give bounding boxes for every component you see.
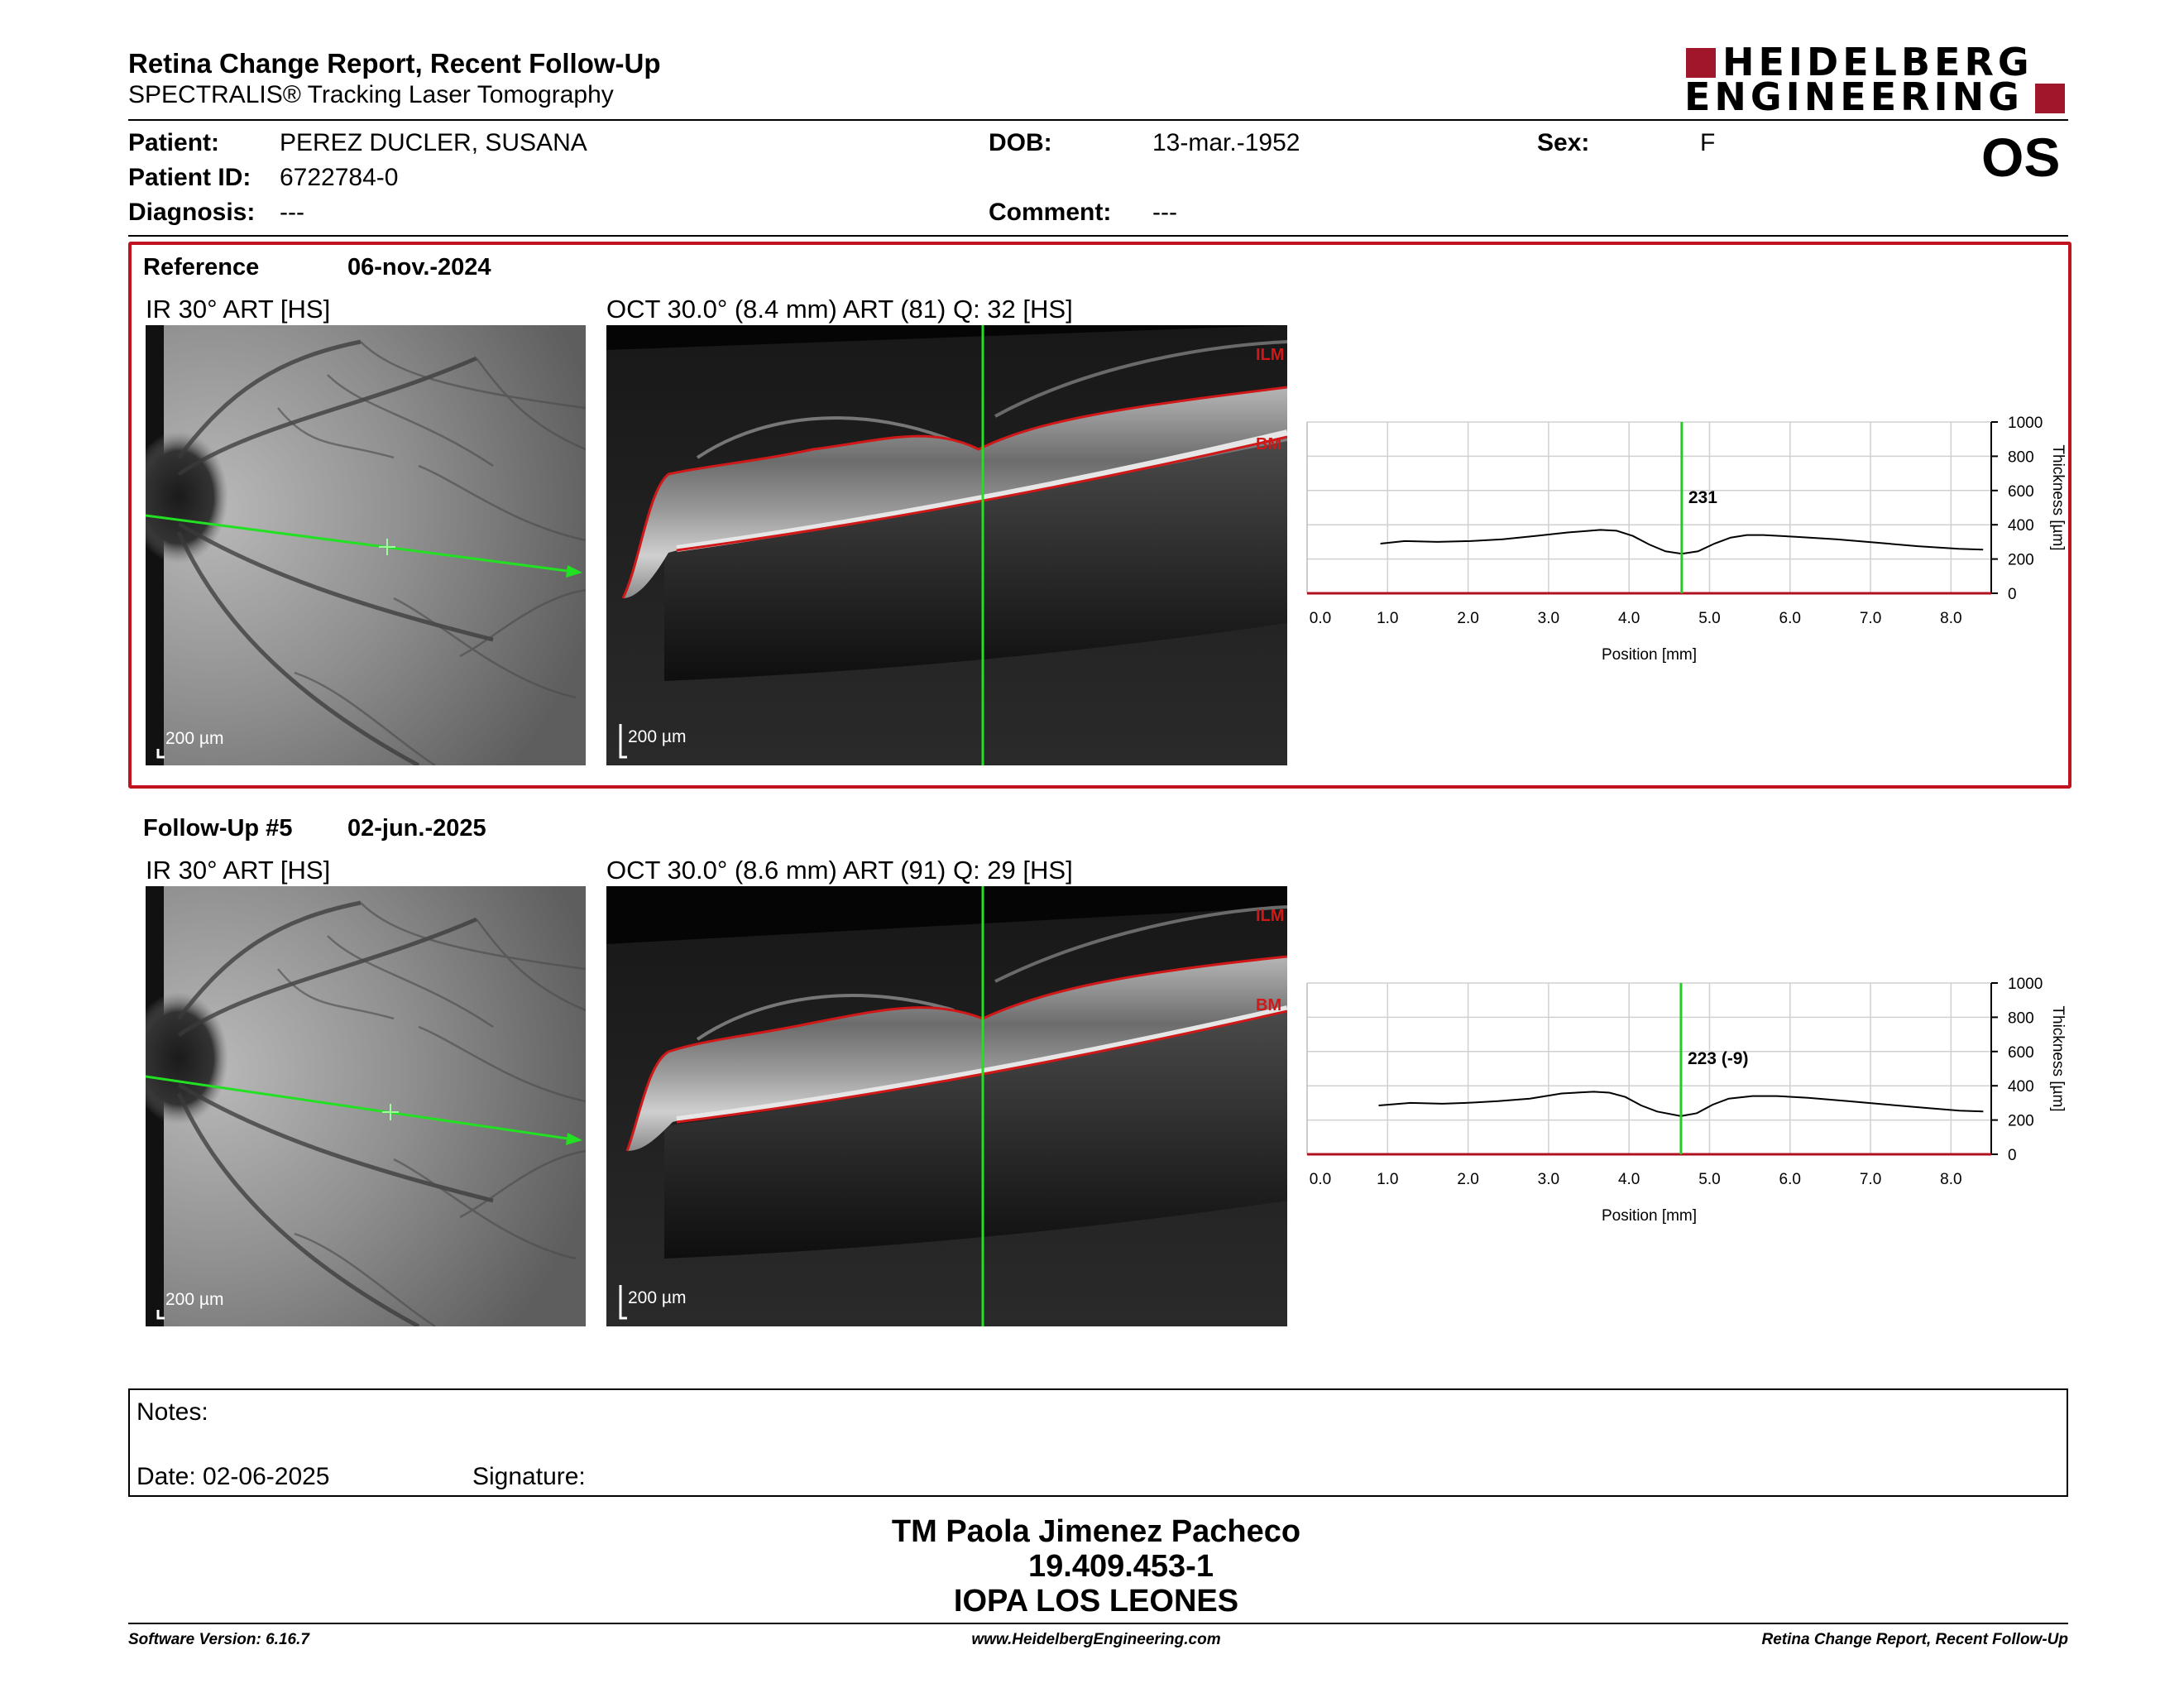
signature-label: Signature:: [472, 1463, 586, 1490]
reference-date: 06-nov.-2024: [347, 254, 491, 281]
patient-id-value: 6722784-0: [280, 164, 399, 191]
followup-date: 02-jun.-2025: [347, 815, 486, 842]
x-tick-label: 6.0: [1779, 610, 1801, 627]
reference-oct-graphic: ILM BM: [606, 325, 1287, 765]
y-tick-label: 400: [2008, 517, 2034, 535]
notes-box: Notes: Date: 02-06-2025 Signature:: [128, 1388, 2068, 1497]
x-tick-label: 1.0: [1377, 610, 1398, 627]
followup-label: Follow-Up #5: [143, 815, 293, 842]
followup-oct-caption: OCT 30.0° (8.6 mm) ART (91) Q: 29 [HS]: [606, 856, 1073, 885]
patient-name: PEREZ DUCLER, SUSANA: [280, 129, 587, 156]
reference-ir-graphic: [146, 325, 586, 765]
x-tick-label: 3.0: [1538, 1171, 1559, 1188]
footer-name: TM Paola Jimenez Pacheco: [891, 1514, 1301, 1549]
thickness-series-line: [1378, 1091, 1984, 1117]
reference-oct-caption: OCT 30.0° (8.4 mm) ART (81) Q: 32 [HS]: [606, 295, 1073, 324]
y-axis-label: Thickness [µm]: [2049, 444, 2067, 550]
reference-ir-scale: 200 µm: [165, 729, 224, 748]
x-tick-label: 5.0: [1698, 1171, 1720, 1188]
website: www.HeidelbergEngineering.com: [971, 1631, 1221, 1648]
y-tick-label: 400: [2008, 1078, 2034, 1096]
x-tick-label: 7.0: [1860, 610, 1881, 627]
y-tick-label: 200: [2008, 552, 2034, 569]
notes-label: Notes:: [136, 1398, 208, 1426]
x-tick-label: 6.0: [1779, 1171, 1801, 1188]
y-tick-label: 1000: [2008, 976, 2043, 993]
x-tick-label: 7.0: [1860, 1171, 1881, 1188]
sex-label: Sex:: [1537, 129, 1590, 156]
followup-ir-graphic: [146, 886, 586, 1326]
reference-ilm-label: ILM: [1256, 346, 1284, 364]
marker-value-label: 223 (-9): [1688, 1049, 1749, 1068]
y-tick-label: 1000: [2008, 415, 2043, 432]
diagnosis-value: ---: [280, 199, 304, 226]
followup-ir-scale: 200 µm: [165, 1290, 224, 1309]
notes-date: Date: 02-06-2025: [136, 1463, 330, 1490]
y-tick-label: 200: [2008, 1113, 2034, 1130]
reference-label: Reference: [143, 254, 260, 281]
x-tick-label: 0.0: [1310, 610, 1331, 627]
comment-value: ---: [1152, 199, 1177, 226]
reference-frame: [128, 242, 2071, 789]
followup-oct-scale: 200 µm: [628, 1288, 687, 1307]
header-rule-bottom: [128, 235, 2068, 237]
reference-oct-scale: 200 µm: [628, 727, 687, 746]
x-tick-label: 8.0: [1940, 610, 1961, 627]
logo-square-top: [1686, 48, 1716, 78]
logo-line2: ENGINEERING: [1684, 74, 2024, 119]
x-tick-label: 8.0: [1940, 1171, 1961, 1188]
x-tick-label: 3.0: [1538, 610, 1559, 627]
reference-ir-image: 200 µm: [146, 325, 586, 765]
sex-value: F: [1700, 129, 1716, 156]
footer-clinic: IOPA LOS LEONES: [953, 1584, 1239, 1618]
x-axis-label: Position [mm]: [1602, 646, 1697, 664]
y-tick-label: 0: [2008, 586, 2017, 603]
y-tick-label: 800: [2008, 1009, 2034, 1027]
comment-label: Comment:: [989, 199, 1112, 226]
followup-thickness-chart: 0 200 400 600 800 1000 0.0 1.0 2.0 3.0 4.0 5.0 6.0 7.…: [1306, 976, 2067, 1225]
x-tick-label: 4.0: [1618, 1171, 1640, 1188]
x-tick-label: 5.0: [1698, 610, 1720, 627]
x-tick-label: 2.0: [1457, 1171, 1478, 1188]
followup-ir-image: 200 µm: [146, 886, 586, 1326]
followup-oct-image: ILM BM 200 µm: [606, 886, 1287, 1326]
reference-oct-image: ILM BM 200 µm: [606, 325, 1287, 765]
software-version: Software Version: 6.16.7: [128, 1631, 309, 1648]
y-tick-label: 800: [2008, 448, 2034, 466]
thickness-series-line: [1380, 529, 1984, 555]
patient-label: Patient:: [128, 129, 220, 156]
x-tick-label: 0.0: [1310, 1171, 1331, 1188]
footer-rule: [128, 1623, 2068, 1624]
dob-label: DOB:: [989, 129, 1052, 156]
heidelberg-logo: HEIDELBERG ENGINEERING: [1684, 40, 2067, 119]
logo-line1: HEIDELBERG: [1722, 40, 2033, 84]
y-tick-label: 0: [2008, 1147, 2017, 1164]
report-subtitle: SPECTRALIS® Tracking Laser Tomography: [128, 81, 614, 108]
footer-report-name: Retina Change Report, Recent Follow-Up: [1761, 1631, 2068, 1648]
followup-bm-label: BM: [1256, 996, 1281, 1014]
y-tick-label: 600: [2008, 483, 2034, 501]
followup-ilm-label: ILM: [1256, 907, 1284, 925]
marker-value-label: 231: [1688, 488, 1717, 507]
dob-value: 13-mar.-1952: [1152, 129, 1300, 156]
reference-ir-caption: IR 30° ART [HS]: [146, 295, 331, 324]
followup-oct-graphic: ILM BM: [606, 886, 1287, 1326]
x-tick-label: 1.0: [1377, 1171, 1398, 1188]
reference-bm-label: BM: [1256, 435, 1281, 453]
followup-ir-caption: IR 30° ART [HS]: [146, 856, 331, 885]
x-tick-label: 2.0: [1457, 610, 1478, 627]
header-rule-top: [128, 119, 2068, 121]
eye-label: OS: [1981, 127, 2061, 188]
x-axis-label: Position [mm]: [1602, 1207, 1697, 1225]
x-tick-label: 4.0: [1618, 610, 1640, 627]
y-tick-label: 600: [2008, 1044, 2034, 1062]
footer-rut: 19.409.453-1: [1028, 1549, 1214, 1584]
diagnosis-label: Diagnosis:: [128, 199, 256, 226]
reference-thickness-chart: 0 200 400 600 800 1000 0.0 1.0 2.0 3.0 4.0 5.0 6.0 7.…: [1306, 415, 2067, 664]
patient-id-label: Patient ID:: [128, 164, 251, 191]
y-axis-label: Thickness [µm]: [2049, 1005, 2067, 1111]
logo-square-bottom: [2035, 84, 2065, 113]
report-title: Retina Change Report, Recent Follow-Up: [128, 48, 661, 79]
